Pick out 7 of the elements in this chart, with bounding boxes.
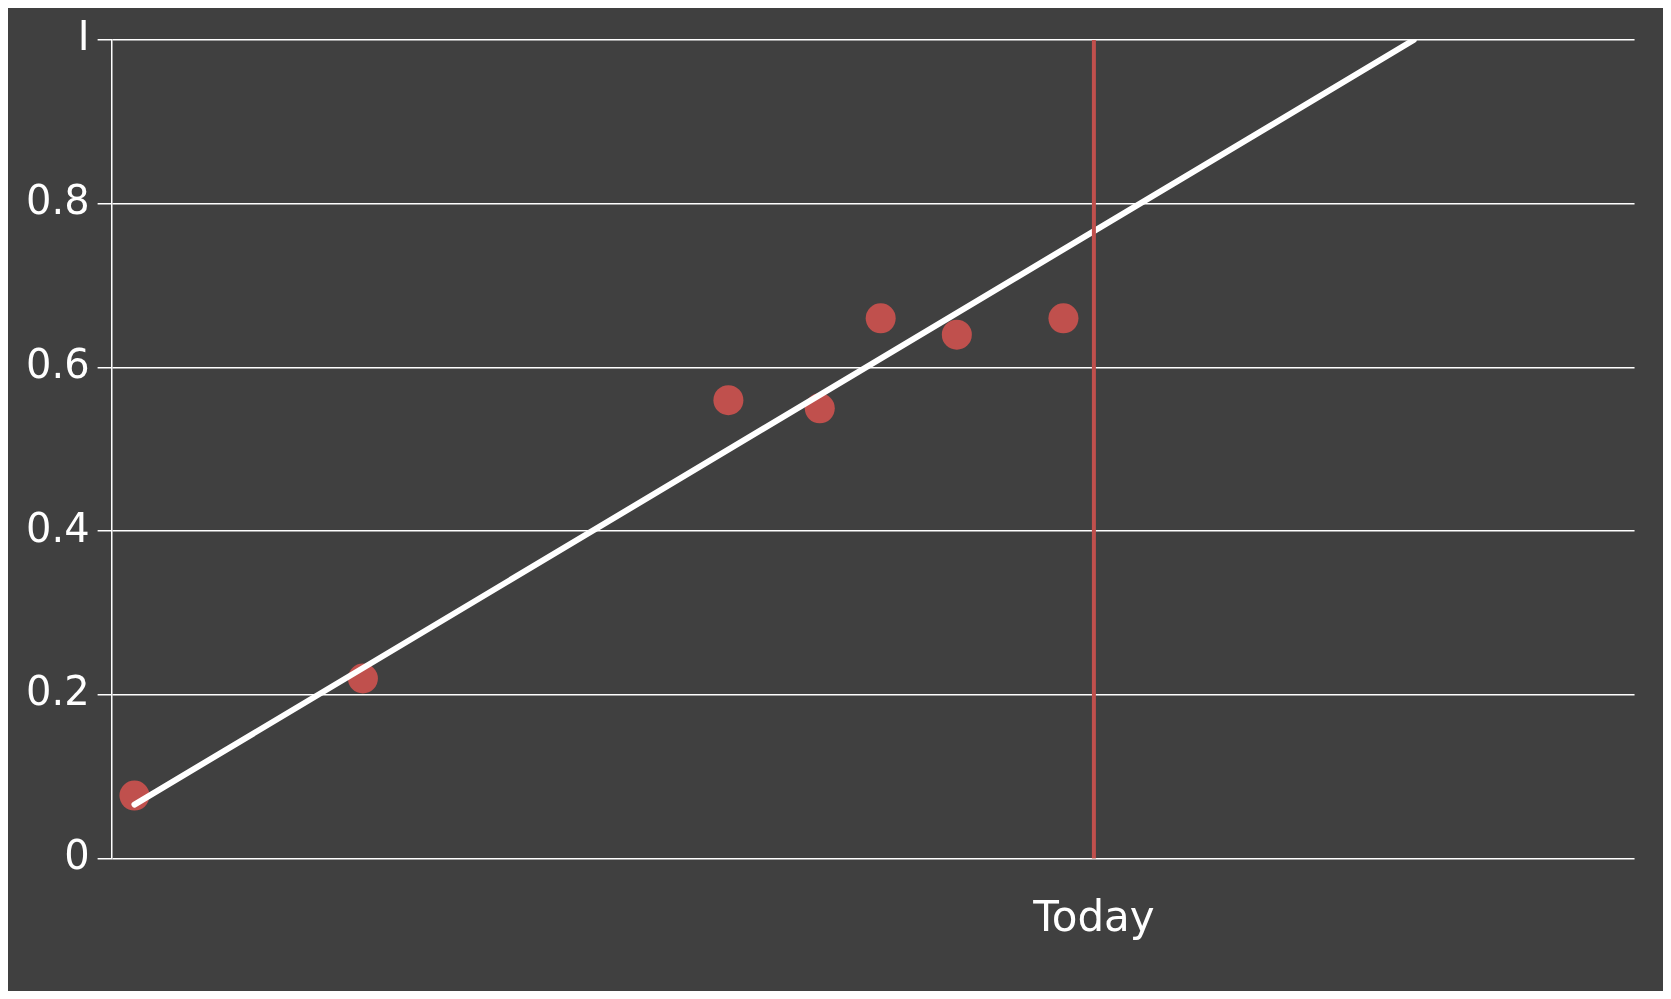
y-tick-label: 0 xyxy=(64,831,90,878)
y-tick-label: I xyxy=(77,13,90,60)
y-tick-label: 0.8 xyxy=(25,177,90,224)
y-tick-label: 0.2 xyxy=(25,668,90,715)
y-tick-label: 0.6 xyxy=(25,340,90,387)
y-tick-label: 0.4 xyxy=(25,504,90,551)
x-tick-label: Today xyxy=(1032,891,1155,941)
